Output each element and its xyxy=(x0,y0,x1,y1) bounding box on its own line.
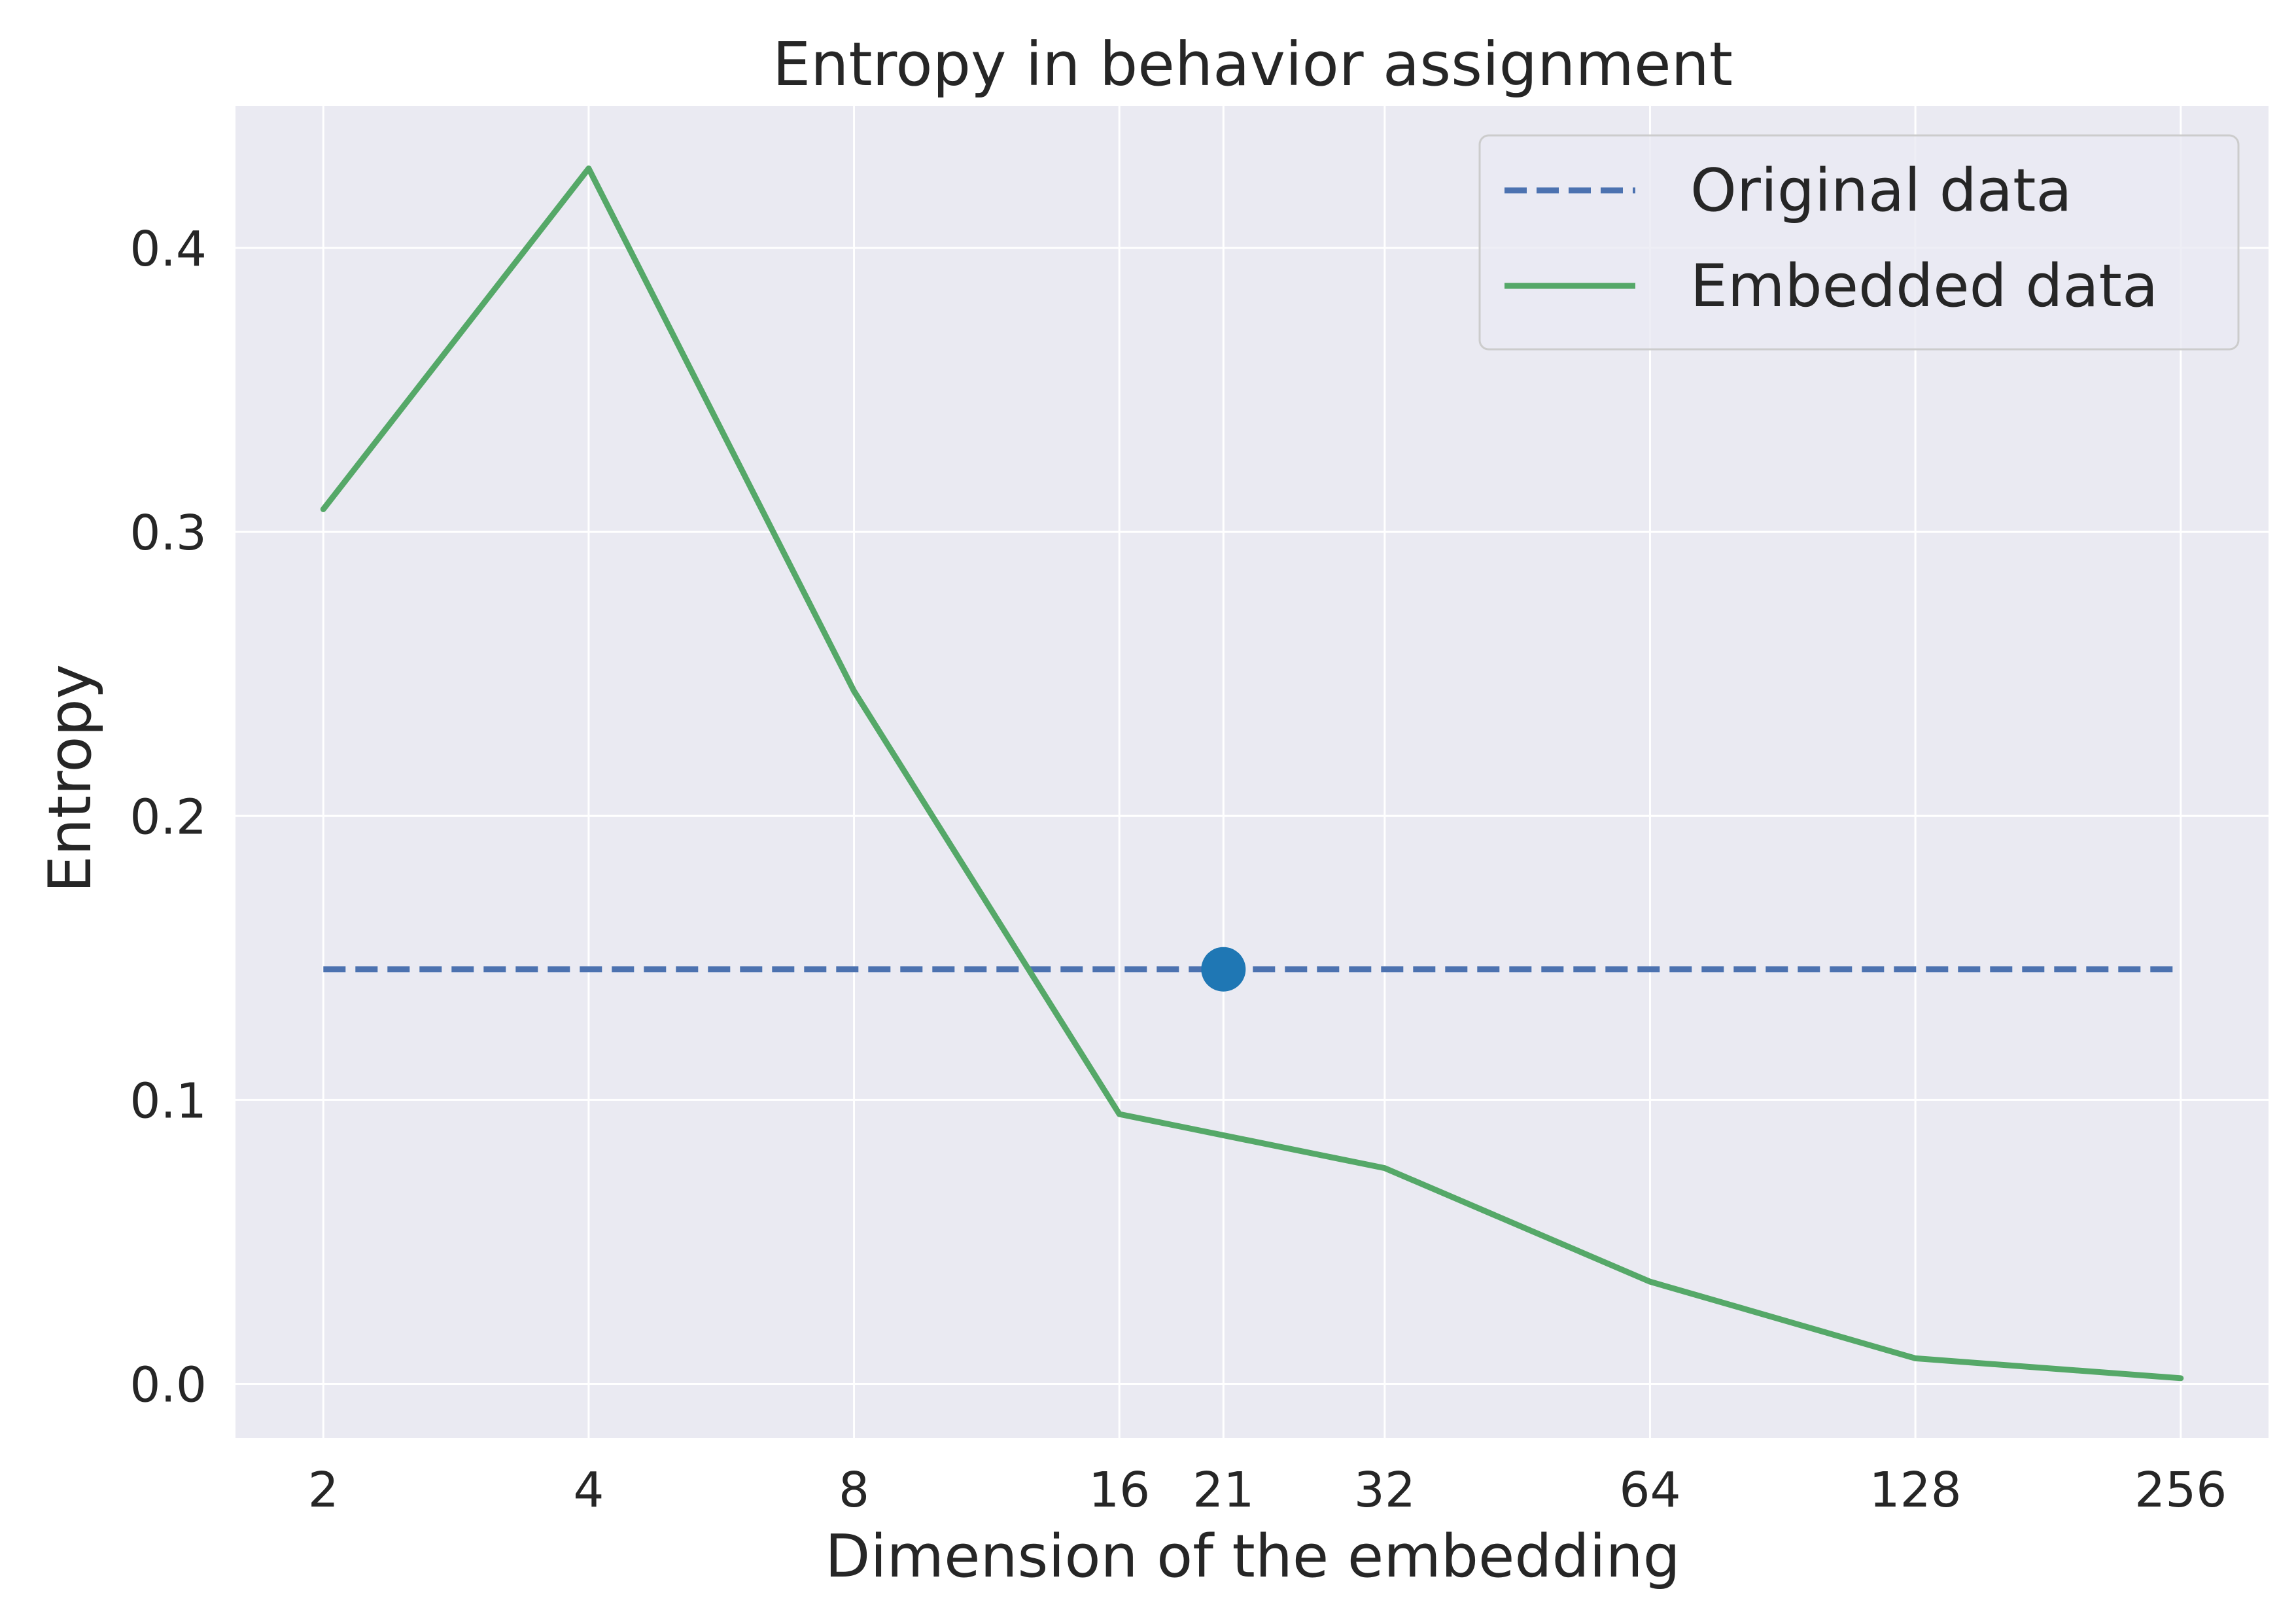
series-line-embedded-data xyxy=(320,166,2184,1382)
x-tick-label-8: 8 xyxy=(839,1462,869,1518)
tick-labels: 2 4 8 16 21 32 64 128 256 0.0 0.1 0.2 0.3 0.4 xyxy=(130,221,2227,1518)
y-tick-label-0.4: 0.4 xyxy=(130,221,207,277)
x-tick-label-4: 4 xyxy=(573,1462,604,1518)
highlight-point xyxy=(1201,947,1246,992)
x-tick-label-2: 2 xyxy=(308,1462,339,1518)
x-axis-title: Dimension of the embedding xyxy=(825,1522,1680,1591)
y-tick-label-0.3: 0.3 xyxy=(130,505,207,561)
series-layer xyxy=(320,166,2184,1382)
chart-title: Entropy in behavior assignment xyxy=(773,29,1733,99)
y-tick-label-0.1: 0.1 xyxy=(130,1073,207,1129)
x-tick-label-64: 64 xyxy=(1619,1462,1680,1518)
x-tick-label-21: 21 xyxy=(1192,1462,1254,1518)
x-tick-label-128: 128 xyxy=(1869,1462,1961,1518)
y-tick-label-0.2: 0.2 xyxy=(130,789,207,845)
legend-embedded-label: Embedded data xyxy=(1690,252,2158,321)
x-tick-label-32: 32 xyxy=(1354,1462,1416,1518)
x-tick-label-256: 256 xyxy=(2134,1462,2227,1518)
y-axis-title: Entropy xyxy=(36,664,105,893)
legend-original-label: Original data xyxy=(1690,156,2072,225)
legend: Original data Embedded data xyxy=(1478,134,2240,351)
y-tick-label-0.0: 0.0 xyxy=(130,1357,207,1414)
x-tick-label-16: 16 xyxy=(1088,1462,1150,1518)
legend-box xyxy=(1478,134,2240,351)
